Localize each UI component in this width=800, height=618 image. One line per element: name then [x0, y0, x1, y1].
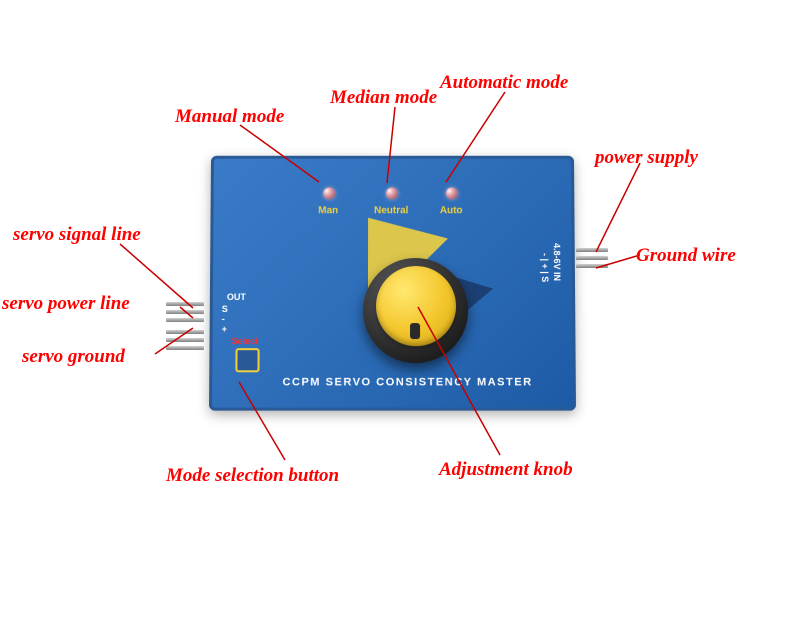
label-mode-selection: Mode selection button [166, 465, 339, 487]
label-servo-ground: servo ground [22, 346, 125, 368]
right-pin-header [576, 248, 608, 268]
left-pin-header [166, 302, 204, 322]
pin [576, 264, 608, 268]
out-label: OUT [222, 293, 246, 303]
select-label: Select [232, 336, 259, 346]
out-pin-symbols: S-+ [222, 305, 230, 335]
label-power-supply: power supply [595, 147, 698, 169]
in-label: 4.8-6V IN [551, 243, 561, 281]
label-automatic-mode: Automatic mode [440, 72, 568, 94]
label-median-mode: Median mode [330, 87, 437, 109]
pin [166, 346, 204, 350]
label-servo-power: servo power line [2, 293, 130, 315]
pin [166, 302, 204, 306]
servo-tester-device: Man Neutral Auto Select CCPM SERVO CONSI… [209, 156, 576, 411]
left-pin-header-2 [166, 330, 204, 350]
led-man-label: Man [318, 205, 338, 216]
pin [166, 310, 204, 314]
led-man [323, 187, 335, 199]
pin [576, 256, 608, 260]
mode-selection-button[interactable] [235, 348, 259, 372]
label-servo-signal: servo signal line [13, 224, 141, 246]
pin [166, 318, 204, 322]
led-auto [446, 187, 458, 199]
led-auto-label: Auto [440, 205, 463, 216]
label-manual-mode: Manual mode [175, 106, 284, 128]
led-neutral [386, 187, 398, 199]
label-ground-wire: Ground wire [636, 245, 736, 267]
pin [576, 248, 608, 252]
pin [166, 330, 204, 334]
in-pin-symbols: - | + | S [539, 253, 549, 282]
knob-indicator [410, 323, 420, 339]
led-neutral-label: Neutral [374, 205, 408, 216]
pin [166, 338, 204, 342]
label-adjustment-knob: Adjustment knob [439, 459, 573, 481]
device-face: Man Neutral Auto Select CCPM SERVO CONSI… [217, 164, 568, 403]
device-title-text: CCPM SERVO CONSISTENCY MASTER [267, 376, 547, 388]
